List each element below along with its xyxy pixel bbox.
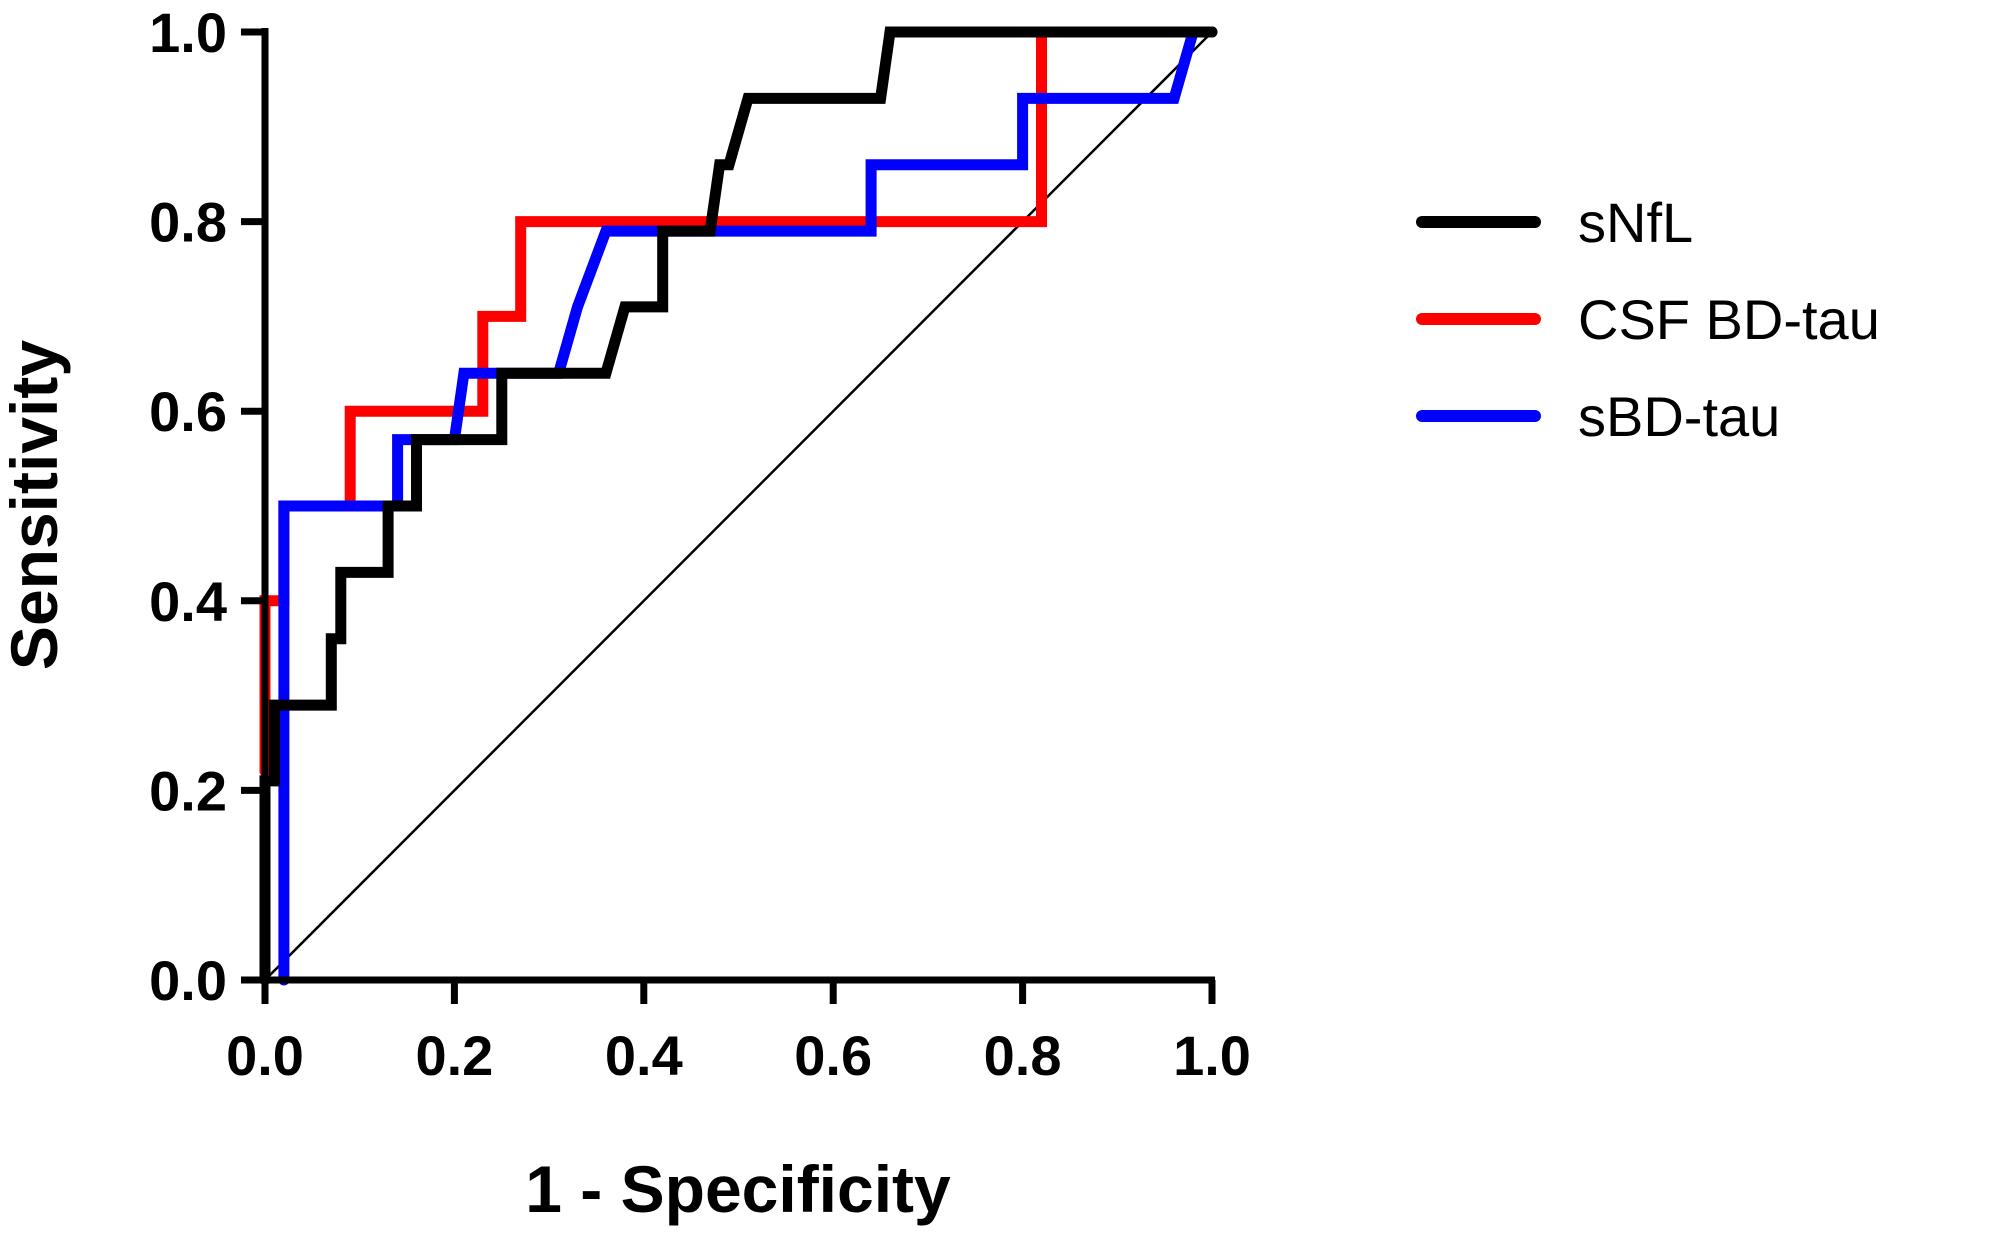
axes — [241, 28, 1216, 1004]
y-tick-label: 1.0 — [149, 1, 227, 64]
x-axis-title: 1 - Specificity — [525, 1152, 951, 1226]
y-axis-title: Sensitivity — [0, 340, 71, 670]
legend: sNfL CSF BD-tau sBD-tau — [1416, 191, 1880, 448]
y-tick-label: 0.0 — [149, 949, 227, 1012]
tick-labels: 0.0 0.2 0.4 0.6 0.8 1.0 0.0 0.2 0.4 0.6 0.8 1.0 — [149, 1, 1251, 1087]
reference-diagonal-line — [264, 31, 1213, 981]
x-tick-label: 0.6 — [794, 1024, 872, 1087]
y-tick-label: 0.2 — [149, 759, 227, 822]
legend-label-snfl: sNfL — [1578, 191, 1693, 254]
y-tick-label: 0.4 — [149, 570, 227, 633]
series-line-snfl — [259, 26, 1218, 986]
x-tick-label: 0.4 — [605, 1024, 683, 1087]
y-tick-label: 0.8 — [149, 191, 227, 254]
x-tick-label: 0.2 — [415, 1024, 493, 1087]
series-line-sbd-tau — [278, 26, 1218, 986]
x-tick-label: 0.0 — [226, 1024, 304, 1087]
legend-label-csf-bd-tau: CSF BD-tau — [1578, 288, 1880, 351]
plot-area — [259, 26, 1218, 986]
x-tick-label: 1.0 — [1173, 1024, 1251, 1087]
y-tick-label: 0.6 — [149, 380, 227, 443]
x-tick-label: 0.8 — [984, 1024, 1062, 1087]
legend-label-sbd-tau: sBD-tau — [1578, 385, 1780, 448]
